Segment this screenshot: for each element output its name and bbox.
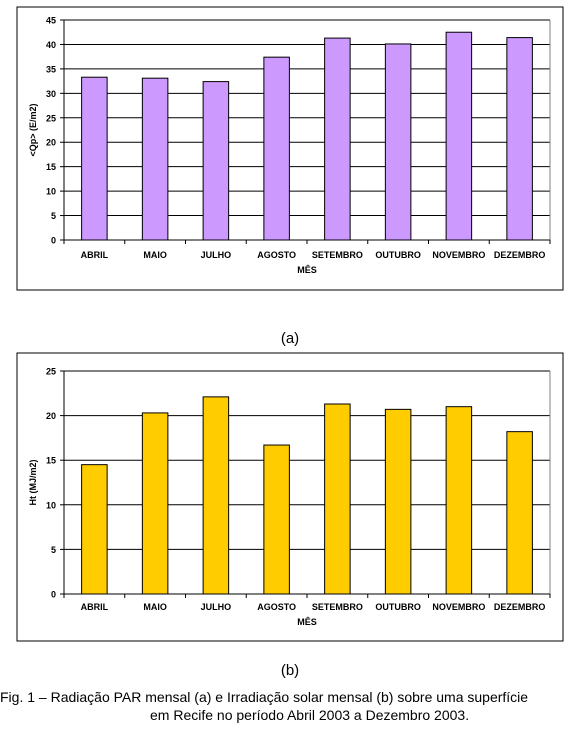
y-tick-label: 20 bbox=[46, 411, 56, 421]
bar-setembro bbox=[324, 403, 351, 595]
x-tick-label: MAIO bbox=[143, 250, 167, 260]
y-tick-label: 10 bbox=[46, 187, 56, 197]
y-tick-label: 45 bbox=[46, 16, 56, 26]
y-tick-label: 20 bbox=[46, 138, 56, 148]
y-tick-label: 30 bbox=[46, 89, 56, 99]
bar-abril bbox=[81, 76, 108, 241]
y-tick-label: 25 bbox=[46, 113, 56, 123]
y-tick-label: 25 bbox=[46, 367, 56, 377]
x-tick-label: ABRIL bbox=[81, 602, 109, 612]
panel-label-a: (a) bbox=[280, 330, 300, 347]
bar-julho bbox=[202, 81, 230, 241]
panel-label-b: (b) bbox=[280, 662, 300, 679]
figure-caption: Fig. 1 – Radiação PAR mensal (a) e Irrad… bbox=[0, 688, 580, 724]
x-tick-label: DEZEMBRO bbox=[494, 250, 546, 260]
y-tick-label: 40 bbox=[46, 40, 56, 50]
figure-caption-line-1: Fig. 1 – Radiação PAR mensal (a) e Irrad… bbox=[0, 689, 529, 705]
bar-agosto bbox=[263, 444, 290, 595]
bar-abril bbox=[81, 464, 108, 595]
x-tick-label: AGOSTO bbox=[257, 602, 296, 612]
x-tick-label: AGOSTO bbox=[257, 250, 296, 260]
y-tick-label: 15 bbox=[46, 456, 56, 466]
chart-a: 0 5 10 15 20 25 30 35 40 45 ABRIL MAIO JULHO AGOSTO SE… bbox=[16, 6, 564, 291]
y-tick-label: 10 bbox=[46, 500, 56, 510]
bar-dezembro bbox=[506, 37, 533, 241]
y-tick-label: 0 bbox=[51, 590, 56, 600]
x-tick-label: SETEMBRO bbox=[312, 250, 363, 260]
x-tick-label: JULHO bbox=[201, 250, 232, 260]
x-tick-label: ABRIL bbox=[81, 250, 109, 260]
y-tick-label: 15 bbox=[46, 162, 56, 172]
x-tick-label: MAIO bbox=[143, 602, 167, 612]
bar-julho bbox=[202, 396, 230, 595]
bar-maio bbox=[141, 412, 169, 595]
y-tick-label: 5 bbox=[51, 545, 56, 555]
x-tick-label: NOVEMBRO bbox=[432, 250, 485, 260]
bar-outubro bbox=[384, 43, 412, 241]
chart-b: 0 5 10 15 20 25 ABRIL MAIO JULHO AGOSTO SETEMBRO OU… bbox=[16, 352, 564, 642]
x-tick-label: DEZEMBRO bbox=[494, 602, 546, 612]
y-tick-label: 35 bbox=[46, 64, 56, 74]
x-tick-label: NOVEMBRO bbox=[432, 602, 485, 612]
x-tick-label: SETEMBRO bbox=[312, 602, 363, 612]
bar-maio bbox=[141, 77, 169, 241]
x-axis-label: MÊS bbox=[297, 616, 317, 627]
x-axis-label: MÊS bbox=[297, 264, 317, 275]
y-tick-label: 0 bbox=[51, 236, 56, 246]
bar-dezembro bbox=[506, 431, 533, 595]
x-tick-label: OUTUBRO bbox=[375, 250, 421, 260]
y-axis-label: Ht (MJ/m2) bbox=[28, 459, 38, 505]
y-axis-label: <Qp> (E/m2) bbox=[28, 103, 38, 156]
x-tick-label: OUTUBRO bbox=[375, 602, 421, 612]
figure-caption-line-2: em Recife no período Abril 2003 a Dezemb… bbox=[150, 707, 470, 723]
bar-outubro bbox=[384, 408, 412, 595]
bar-agosto bbox=[263, 56, 290, 241]
bar-novembro bbox=[445, 406, 473, 595]
bar-novembro bbox=[445, 31, 473, 241]
y-tick-label: 5 bbox=[51, 211, 56, 221]
x-tick-label: JULHO bbox=[201, 602, 232, 612]
bar-setembro bbox=[324, 37, 351, 241]
